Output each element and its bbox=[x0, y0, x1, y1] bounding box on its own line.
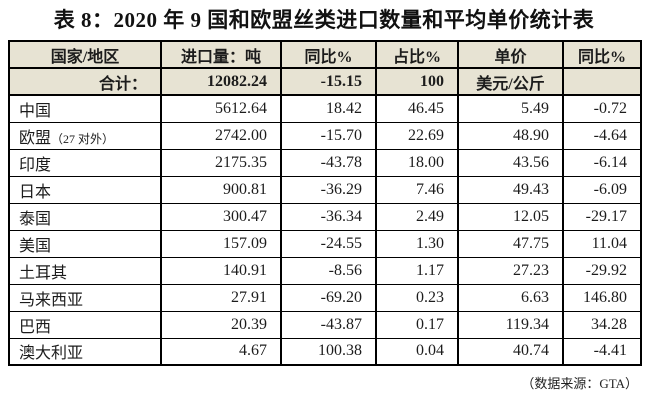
col-header-price: 单价 bbox=[457, 40, 564, 69]
price-cell: 40.74 bbox=[457, 337, 564, 366]
country-cell: 土耳其 bbox=[8, 256, 162, 285]
price-cell: 43.56 bbox=[457, 148, 564, 177]
share-cell: 0.23 bbox=[375, 283, 459, 312]
share-cell: 0.04 bbox=[375, 337, 459, 366]
header-row: 国家/地区 进口量：吨 同比% 占比% 单价 同比% bbox=[8, 40, 642, 69]
qty-yoy-cell: 100.38 bbox=[280, 337, 377, 366]
share-cell: 7.46 bbox=[375, 175, 459, 204]
price-yoy-cell: -4.64 bbox=[562, 121, 642, 150]
price-cell: 5.49 bbox=[457, 94, 564, 123]
qty-cell: 157.09 bbox=[160, 229, 282, 258]
price-yoy-cell: -29.17 bbox=[562, 202, 642, 231]
price-yoy-cell: 11.04 bbox=[562, 229, 642, 258]
qty-yoy-cell: 18.42 bbox=[280, 94, 377, 123]
qty-yoy-cell: -69.20 bbox=[280, 283, 377, 312]
country-cell: 中国 bbox=[8, 94, 162, 123]
qty-cell: 2742.00 bbox=[160, 121, 282, 150]
price-cell: 6.63 bbox=[457, 283, 564, 312]
price-yoy-cell: -6.09 bbox=[562, 175, 642, 204]
qty-yoy-cell: -43.78 bbox=[280, 148, 377, 177]
qty-cell: 20.39 bbox=[160, 310, 282, 339]
col-header-country: 国家/地区 bbox=[8, 40, 162, 69]
table-row: 巴西 20.39 -43.87 0.17 119.34 34.28 bbox=[8, 310, 642, 339]
share-cell: 18.00 bbox=[375, 148, 459, 177]
import-stats-table: 国家/地区 进口量：吨 同比% 占比% 单价 同比% 合计： 12082.24 … bbox=[8, 40, 642, 366]
qty-cell: 900.81 bbox=[160, 175, 282, 204]
share-cell: 46.45 bbox=[375, 94, 459, 123]
qty-cell: 5612.64 bbox=[160, 94, 282, 123]
total-qty-cell: 12082.24 bbox=[160, 67, 282, 96]
page-title: 表 8：2020 年 9 国和欧盟丝类进口数量和平均单价统计表 bbox=[53, 8, 595, 32]
table-row: 欧盟（27 对外） 2742.00 -15.70 22.69 48.90 -4.… bbox=[8, 121, 642, 150]
country-label: 日本 bbox=[19, 183, 52, 201]
col-header-share: 占比% bbox=[375, 40, 459, 69]
share-cell: 1.17 bbox=[375, 256, 459, 285]
qty-cell: 2175.35 bbox=[160, 148, 282, 177]
price-yoy-cell: 146.80 bbox=[562, 283, 642, 312]
table-row: 澳大利亚 4.67 100.38 0.04 40.74 -4.41 bbox=[8, 337, 642, 366]
country-cell: 马来西亚 bbox=[8, 283, 162, 312]
country-label: 欧盟 bbox=[19, 129, 52, 147]
table-row: 泰国 300.47 -36.34 2.49 12.05 -29.17 bbox=[8, 202, 642, 231]
qty-cell: 4.67 bbox=[160, 337, 282, 366]
table-row: 日本 900.81 -36.29 7.46 49.43 -6.09 bbox=[8, 175, 642, 204]
table-row: 印度 2175.35 -43.78 18.00 43.56 -6.14 bbox=[8, 148, 642, 177]
qty-yoy-cell: -24.55 bbox=[280, 229, 377, 258]
table-row: 中国 5612.64 18.42 46.45 5.49 -0.72 bbox=[8, 94, 642, 123]
country-cell: 巴西 bbox=[8, 310, 162, 339]
share-cell: 0.17 bbox=[375, 310, 459, 339]
table-row: 美国 157.09 -24.55 1.30 47.75 11.04 bbox=[8, 229, 642, 258]
qty-yoy-cell: -43.87 bbox=[280, 310, 377, 339]
qty-yoy-cell: -8.56 bbox=[280, 256, 377, 285]
share-cell: 2.49 bbox=[375, 202, 459, 231]
country-cell: 美国 bbox=[8, 229, 162, 258]
qty-cell: 140.91 bbox=[160, 256, 282, 285]
price-cell: 49.43 bbox=[457, 175, 564, 204]
price-yoy-cell: 34.28 bbox=[562, 310, 642, 339]
data-source-note: （数据来源：GTA） bbox=[521, 376, 638, 391]
qty-yoy-cell: -36.34 bbox=[280, 202, 377, 231]
table-row: 马来西亚 27.91 -69.20 0.23 6.63 146.80 bbox=[8, 283, 642, 312]
col-header-price-yoy: 同比% bbox=[562, 40, 642, 69]
table-row: 土耳其 140.91 -8.56 1.17 27.23 -29.92 bbox=[8, 256, 642, 285]
total-share-cell: 100 bbox=[375, 67, 459, 96]
country-label: 澳大利亚 bbox=[19, 345, 84, 363]
country-cell: 泰国 bbox=[8, 202, 162, 231]
country-label: 马来西亚 bbox=[19, 291, 84, 309]
price-cell: 47.75 bbox=[457, 229, 564, 258]
country-label: 印度 bbox=[19, 156, 52, 174]
share-cell: 22.69 bbox=[375, 121, 459, 150]
price-cell: 27.23 bbox=[457, 256, 564, 285]
price-cell: 12.05 bbox=[457, 202, 564, 231]
total-label-cell: 合计： bbox=[8, 67, 162, 96]
country-cell: 澳大利亚 bbox=[8, 337, 162, 366]
total-qty-yoy-cell: -15.15 bbox=[280, 67, 377, 96]
country-cell: 欧盟（27 对外） bbox=[8, 121, 162, 150]
price-yoy-cell: -29.92 bbox=[562, 256, 642, 285]
total-price-yoy-cell bbox=[562, 67, 642, 96]
col-header-qty-yoy: 同比% bbox=[280, 40, 377, 69]
country-label: 土耳其 bbox=[19, 264, 68, 282]
country-label: 泰国 bbox=[19, 210, 52, 228]
country-cell: 日本 bbox=[8, 175, 162, 204]
price-yoy-cell: -0.72 bbox=[562, 94, 642, 123]
price-yoy-cell: -4.41 bbox=[562, 337, 642, 366]
share-cell: 1.30 bbox=[375, 229, 459, 258]
price-cell: 119.34 bbox=[457, 310, 564, 339]
qty-yoy-cell: -15.70 bbox=[280, 121, 377, 150]
country-label: 美国 bbox=[19, 237, 52, 255]
price-cell: 48.90 bbox=[457, 121, 564, 150]
country-label: 中国 bbox=[19, 102, 52, 120]
country-note: （27 对外） bbox=[51, 131, 115, 146]
qty-cell: 300.47 bbox=[160, 202, 282, 231]
total-row: 合计： 12082.24 -15.15 100 美元/公斤 bbox=[8, 67, 642, 96]
qty-cell: 27.91 bbox=[160, 283, 282, 312]
country-cell: 印度 bbox=[8, 148, 162, 177]
qty-yoy-cell: -36.29 bbox=[280, 175, 377, 204]
col-header-qty: 进口量：吨 bbox=[160, 40, 282, 69]
country-label: 巴西 bbox=[19, 318, 52, 336]
price-yoy-cell: -6.14 bbox=[562, 148, 642, 177]
price-unit-cell: 美元/公斤 bbox=[457, 67, 564, 96]
